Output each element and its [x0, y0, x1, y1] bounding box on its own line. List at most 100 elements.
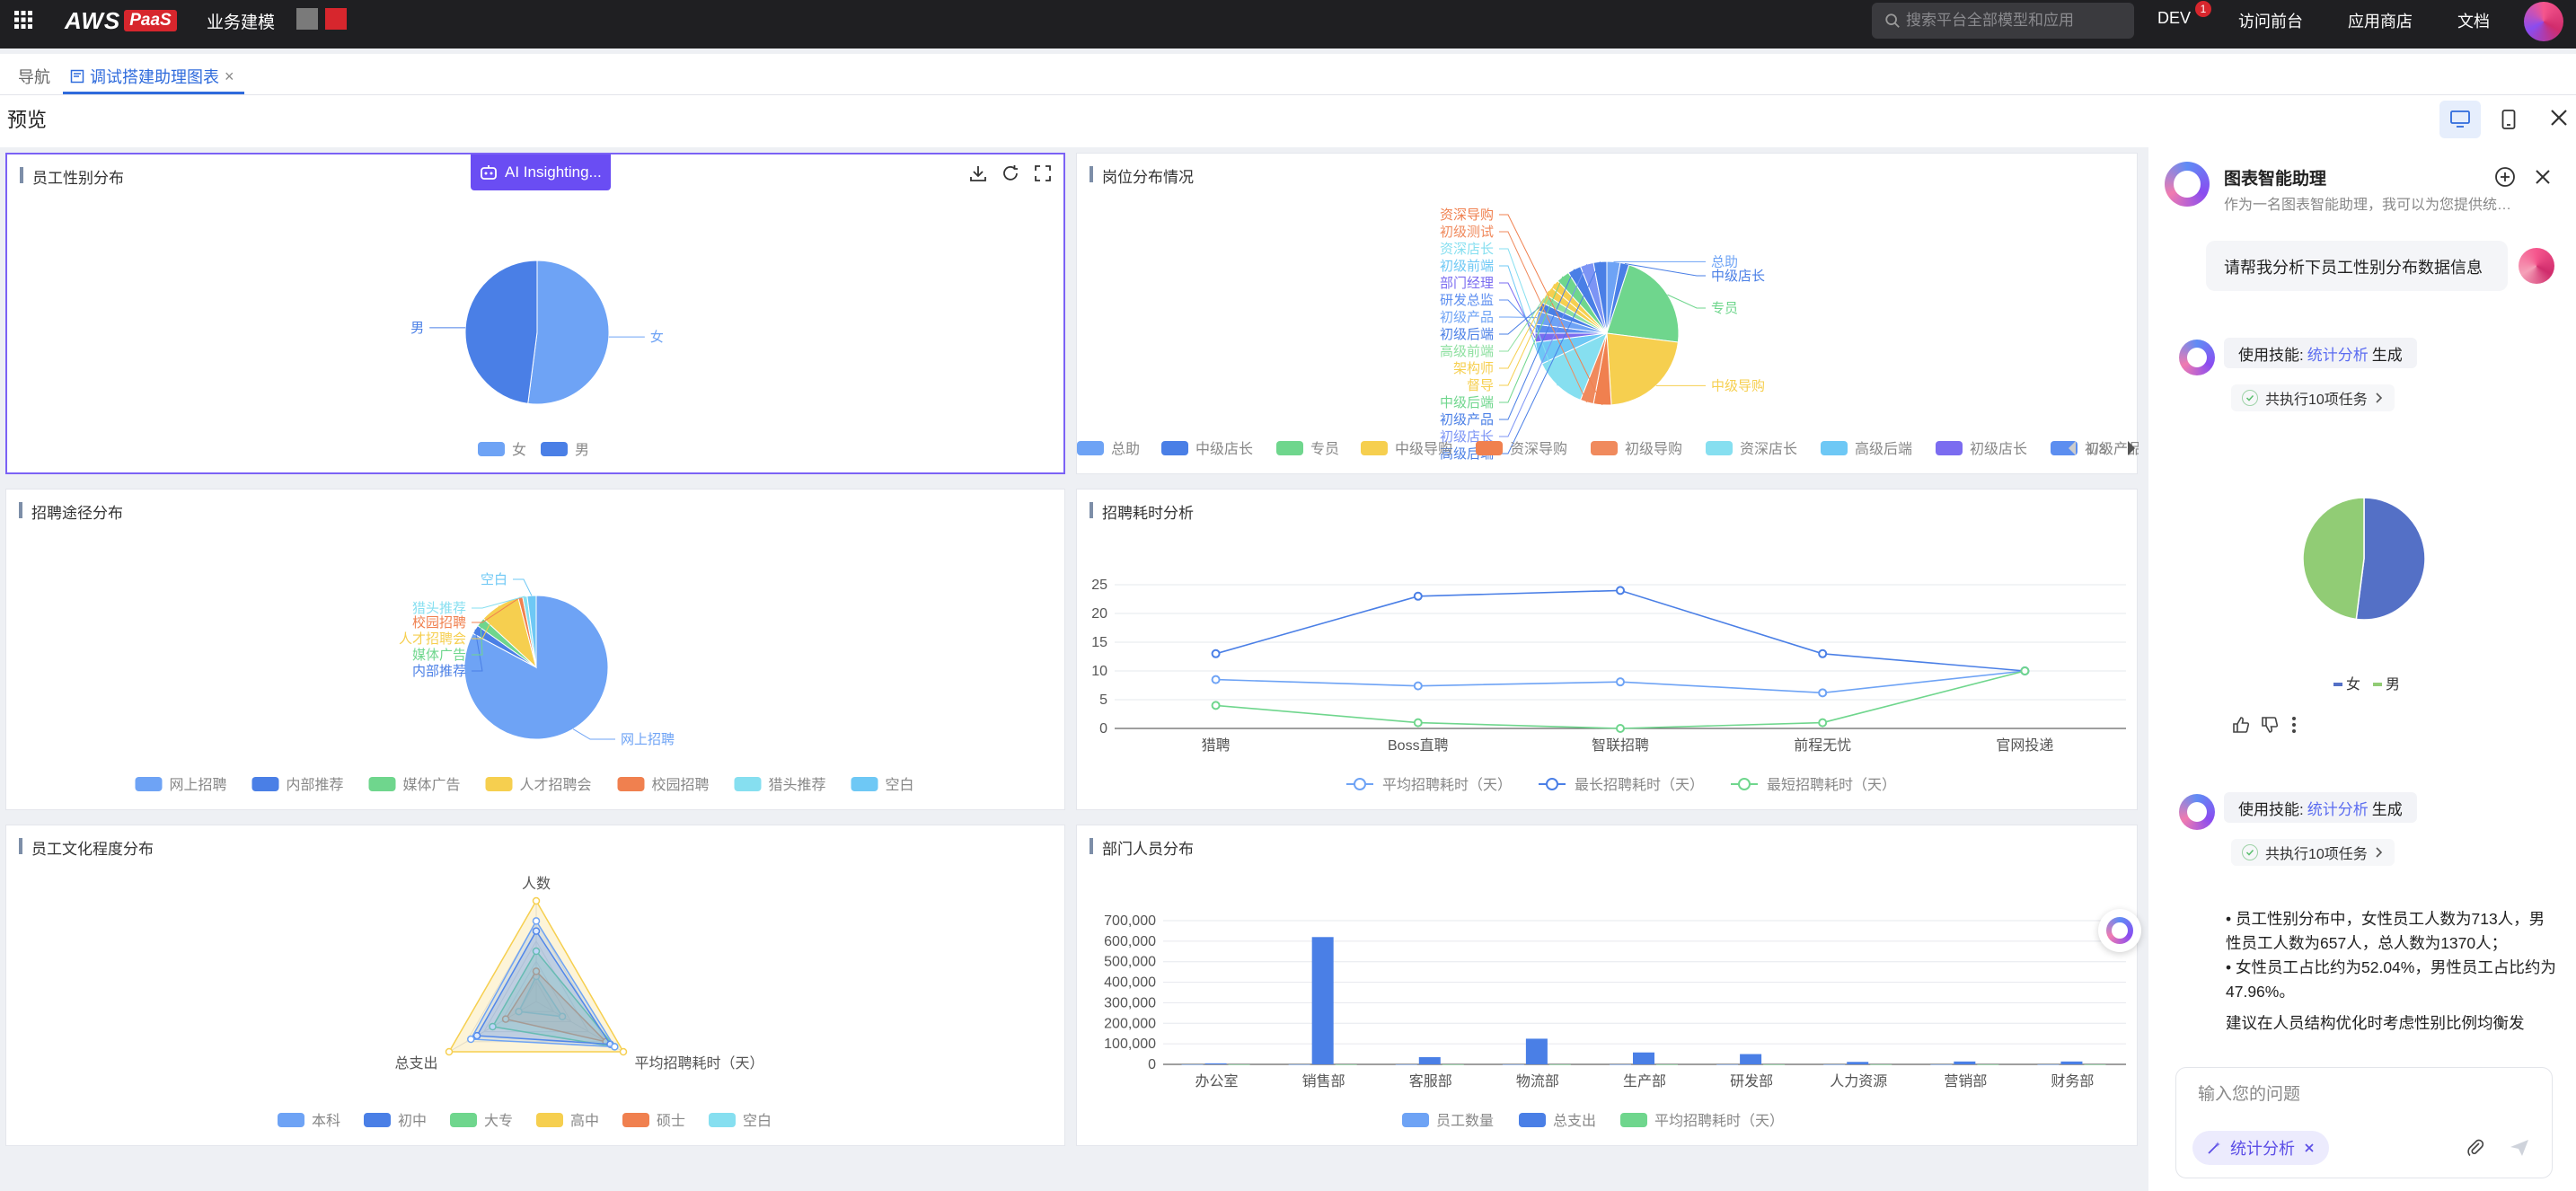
- y-tick-label: 5: [1099, 693, 1107, 708]
- radar-point: [611, 1043, 619, 1051]
- x-tick-label: 前程无忧: [1794, 737, 1851, 754]
- gray-square-icon[interactable]: [296, 8, 318, 30]
- task-summary[interactable]: 共执行10项任务: [2231, 384, 2395, 411]
- legend-swatch: [1361, 441, 1388, 455]
- legend-label: 最短招聘耗时（天）: [1767, 777, 1896, 793]
- card-recruit-duration[interactable]: 招聘耗时分析 0 5 10 15 20 25 猎聘 Boss直聘 智联招聘 前程无忧 官网投递 平均招…: [1076, 489, 2138, 810]
- x-tick-label: 物流部: [1516, 1073, 1559, 1090]
- new-chat-icon[interactable]: [2493, 165, 2517, 189]
- skill-tag[interactable]: 统计分析: [2192, 1131, 2329, 1165]
- thumbs-down-icon[interactable]: [2260, 715, 2280, 735]
- global-search[interactable]: [1872, 3, 2134, 39]
- bar: [1525, 1038, 1548, 1064]
- slice-label: 男: [410, 321, 424, 336]
- legend-label: 最长招聘耗时（天）: [1575, 777, 1704, 793]
- bar: [1442, 1063, 1464, 1065]
- bar: [1656, 1063, 1678, 1065]
- legend-swatch: [1591, 441, 1618, 455]
- question-input-box[interactable]: 统计分析: [2175, 1067, 2553, 1178]
- data-point: [1211, 675, 1221, 684]
- skill-pill: 使用技能: 统计分析 生成: [2224, 338, 2417, 368]
- desktop-view-button[interactable]: [2439, 101, 2481, 138]
- slice-label: 督导: [1467, 378, 1494, 393]
- desktop-icon: [2450, 110, 2470, 128]
- legend-swatch: [709, 1113, 736, 1127]
- x-tick-label: 办公室: [1195, 1073, 1239, 1090]
- label-line: [1499, 269, 1575, 420]
- label-line: [1499, 231, 1588, 403]
- slice-label: 猎头推荐: [412, 601, 466, 616]
- card-gender-distribution[interactable]: 员工性别分布 AI Insighting... 女男女男: [5, 153, 1065, 474]
- refresh-icon[interactable]: [1001, 163, 1020, 183]
- slice-label: 部门经理: [1440, 276, 1494, 291]
- pie-slice: [1606, 264, 1680, 343]
- close-icon[interactable]: [2533, 167, 2553, 187]
- nav-frontend[interactable]: 访问前台: [2238, 13, 2303, 31]
- legend-swatch: [478, 442, 505, 456]
- tab-close-icon[interactable]: ×: [225, 66, 234, 85]
- expand-icon[interactable]: [1033, 163, 1053, 183]
- tab-navigation[interactable]: 导航: [18, 68, 50, 86]
- tag-close-icon[interactable]: [2304, 1142, 2315, 1153]
- close-preview-icon[interactable]: [2545, 104, 2572, 131]
- thumbs-up-icon[interactable]: [2231, 715, 2251, 735]
- legend-swatch: [1077, 441, 1104, 455]
- aws-paas-logo[interactable]: AWS PaaS: [65, 7, 177, 34]
- preview-title: 预览: [7, 109, 48, 131]
- more-icon[interactable]: [2290, 715, 2298, 735]
- tab-debug-chart[interactable]: 调试搭建助理图表 ×: [70, 65, 234, 88]
- legend-swatch: [251, 777, 279, 791]
- radar-series: [470, 919, 616, 1048]
- paperclip-icon[interactable]: [2466, 1138, 2485, 1158]
- data-point: [1211, 648, 1221, 658]
- radar-point: [445, 1047, 454, 1056]
- card-title: 员工性别分布: [20, 165, 124, 188]
- legend-swatch: [2373, 683, 2382, 686]
- env-label[interactable]: DEV: [2157, 9, 2192, 27]
- mobile-view-button[interactable]: [2488, 101, 2529, 138]
- x-tick-label: 生产部: [1623, 1073, 1666, 1090]
- nav-app-store[interactable]: 应用商店: [2348, 13, 2413, 31]
- data-point: [1818, 648, 1828, 658]
- question-input[interactable]: [2198, 1081, 2530, 1109]
- pager-prev-icon: [2069, 441, 2076, 455]
- card-department-distribution[interactable]: 部门人员分布 0 100,000 200,000 300,000 400,000 500,…: [1076, 825, 2138, 1146]
- download-icon[interactable]: [968, 163, 988, 183]
- legend-label: 初级导购: [1625, 441, 1682, 457]
- card-position-distribution[interactable]: 岗位分布情况 总助 中级店长 专员 中级导购 资深导购 初级测试 资深店长 初级前端 部门经理研…: [1076, 153, 2139, 474]
- user-avatar[interactable]: [2524, 2, 2563, 41]
- card-recruit-channel[interactable]: 招聘途径分布 网上招聘 内部推荐 媒体广告 人才招聘会 校园招聘 猎头推荐 空白 网上招聘 内部…: [5, 489, 1065, 810]
- bar: [2037, 1063, 2060, 1065]
- legend-label: 员工数量: [1436, 1113, 1494, 1129]
- skill-prefix: 使用技能:: [2238, 346, 2304, 364]
- env-badge: 1: [2195, 1, 2211, 17]
- bar: [1395, 1063, 1417, 1065]
- ai-insight-label: AI Insighting...: [505, 163, 602, 181]
- y-tick-label: 300,000: [1104, 995, 1156, 1010]
- legend-label: 女: [2346, 675, 2360, 693]
- slice-label: 初级前端: [1440, 259, 1494, 274]
- search-input[interactable]: [1906, 3, 2129, 39]
- legend-swatch: [135, 777, 163, 791]
- red-square-icon[interactable]: [325, 8, 347, 30]
- grid-icon[interactable]: [13, 9, 34, 31]
- send-icon[interactable]: [2509, 1138, 2530, 1158]
- label-line: [1499, 306, 1540, 335]
- nav-docs[interactable]: 文档: [2457, 13, 2490, 31]
- slice-label: 中级店长: [1711, 269, 1765, 284]
- preview-header: 预览: [0, 95, 2576, 147]
- skill-link[interactable]: 统计分析: [2307, 800, 2369, 818]
- assistant-float-icon[interactable]: [2098, 909, 2141, 952]
- chevron-right-icon: [2376, 847, 2382, 858]
- ai-insight-button[interactable]: AI Insighting...: [471, 154, 611, 190]
- skill-link[interactable]: 统计分析: [2307, 346, 2369, 364]
- radar-series: [475, 930, 612, 1045]
- slice-label: 高级前端: [1440, 344, 1494, 359]
- task-summary[interactable]: 共执行10项任务: [2231, 839, 2395, 866]
- legend-swatch: [851, 777, 878, 791]
- radar-axis-label: 总支出: [395, 1055, 438, 1072]
- y-tick-label: 100,000: [1104, 1037, 1156, 1052]
- module-name[interactable]: 业务建模: [207, 13, 276, 32]
- card-education-distribution[interactable]: 员工文化程度分布 人数 平均招聘耗时（天） 总支出 本科 初中 大专 高中 硕士 空白: [5, 825, 1065, 1146]
